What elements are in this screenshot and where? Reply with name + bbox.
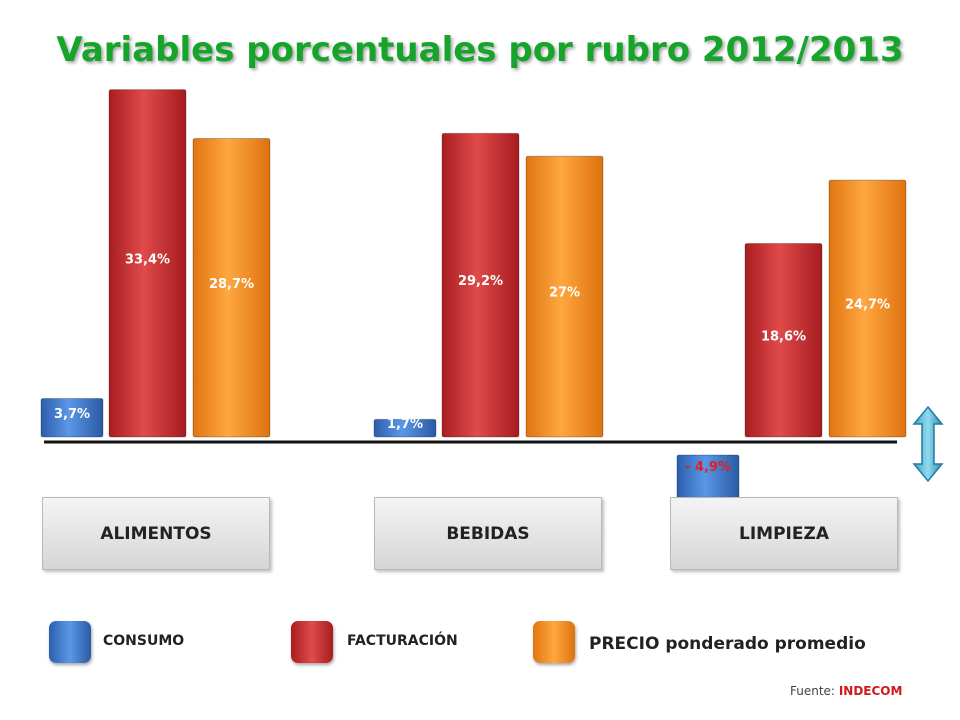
bar-precio-bebidas bbox=[525, 155, 604, 438]
category-alimentos: ALIMENTOS bbox=[42, 497, 270, 570]
legend-swatch-precio bbox=[533, 621, 575, 663]
bar-consumo-bebidas bbox=[373, 418, 437, 438]
category-limpieza: LIMPIEZA bbox=[670, 497, 898, 570]
label-consumo-bebidas: 1,7% bbox=[387, 417, 423, 432]
bar-consumo-alimentos bbox=[40, 398, 104, 438]
bar-facturacion-bebidas bbox=[441, 132, 520, 438]
category-bebidas: BEBIDAS bbox=[374, 497, 602, 570]
source-prefix: Fuente: bbox=[790, 684, 835, 698]
bar-precio-limpieza bbox=[828, 179, 907, 438]
label-facturacion-bebidas: 29,2% bbox=[458, 274, 503, 289]
label-precio-alimentos: 28,7% bbox=[209, 277, 254, 292]
legend-label-precio: PRECIO ponderado promedio bbox=[589, 634, 866, 654]
double-arrow-icon bbox=[912, 405, 944, 483]
source-name: INDECOM bbox=[838, 684, 903, 698]
legend-label-consumo: CONSUMO bbox=[103, 633, 185, 649]
legend-swatch-consumo bbox=[49, 621, 91, 663]
bar-precio-alimentos bbox=[192, 138, 271, 438]
source-note: Fuente: INDECOM bbox=[790, 684, 902, 698]
legend-swatch-facturacion bbox=[291, 621, 333, 663]
chart-title: Variables porcentuales por rubro 2012/20… bbox=[56, 30, 904, 70]
label-consumo-limpieza: - 4,9% bbox=[685, 460, 731, 475]
bar-facturacion-limpieza bbox=[744, 243, 823, 438]
label-precio-limpieza: 24,7% bbox=[845, 298, 890, 313]
bar-facturacion-alimentos bbox=[108, 89, 187, 438]
label-precio-bebidas: 27% bbox=[549, 286, 580, 301]
label-consumo-alimentos: 3,7% bbox=[54, 407, 90, 422]
legend-label-facturacion: FACTURACIÓN bbox=[347, 633, 458, 649]
label-facturacion-alimentos: 33,4% bbox=[125, 252, 170, 267]
label-facturacion-limpieza: 18,6% bbox=[761, 329, 806, 344]
